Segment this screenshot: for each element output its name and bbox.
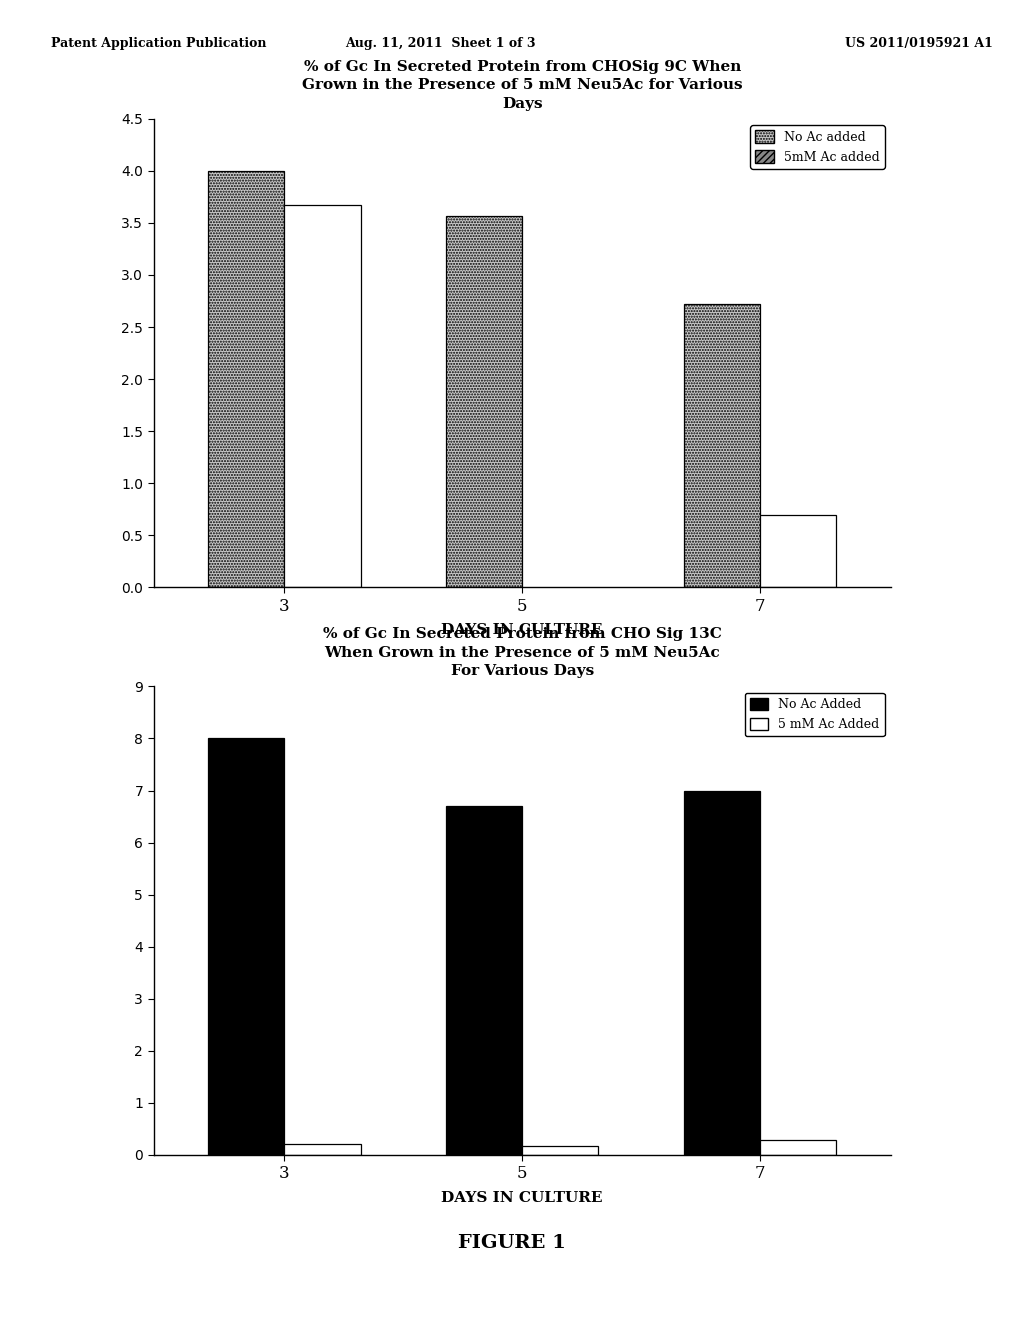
Bar — [285, 205, 360, 587]
Title: % of Gc In Secreted Protein from CHOSig 9C When
Grown in the Presence of 5 mM Ne: % of Gc In Secreted Protein from CHOSig … — [302, 59, 742, 111]
X-axis label: DAYS IN CULTURE: DAYS IN CULTURE — [441, 1191, 603, 1205]
Bar — [760, 515, 837, 587]
Title: % of Gc In Secreted Protein from CHO Sig 13C
When Grown in the Presence of 5 mM : % of Gc In Secreted Protein from CHO Sig… — [323, 627, 722, 678]
Text: US 2011/0195921 A1: US 2011/0195921 A1 — [846, 37, 993, 50]
Bar — [208, 170, 285, 587]
X-axis label: DAYS IN CULTURE: DAYS IN CULTURE — [441, 623, 603, 638]
Bar — [208, 738, 285, 1155]
Bar — [522, 1146, 598, 1155]
Bar — [285, 1143, 360, 1155]
Bar — [446, 215, 522, 587]
Bar — [684, 791, 760, 1155]
Text: Aug. 11, 2011  Sheet 1 of 3: Aug. 11, 2011 Sheet 1 of 3 — [345, 37, 536, 50]
Legend: No Ac added, 5mM Ac added: No Ac added, 5mM Ac added — [751, 125, 885, 169]
Legend: No Ac Added, 5 mM Ac Added: No Ac Added, 5 mM Ac Added — [744, 693, 885, 737]
Bar — [760, 1140, 837, 1155]
Bar — [684, 304, 760, 587]
Text: Patent Application Publication: Patent Application Publication — [51, 37, 266, 50]
Bar — [446, 807, 522, 1155]
Text: FIGURE 1: FIGURE 1 — [458, 1234, 566, 1253]
